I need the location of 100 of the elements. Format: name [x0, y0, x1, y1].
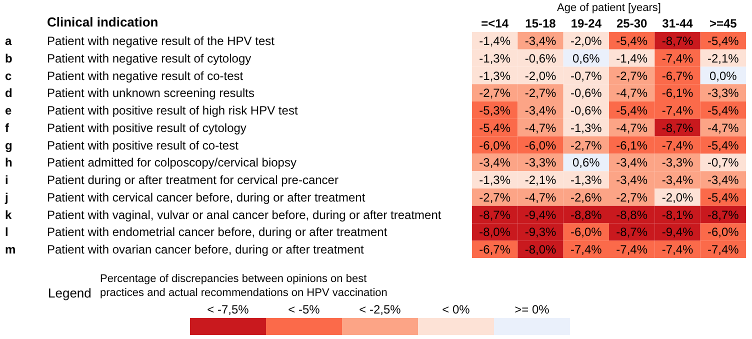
data-label: -3,4%	[524, 34, 556, 48]
data-label: -5,4%	[479, 120, 511, 135]
data-label: -0,7%	[707, 156, 740, 170]
y-tick-label: Patient with negative result of the HPV test	[47, 34, 276, 48]
data-label: -3,4%	[616, 156, 648, 170]
data-label: -5,4%	[707, 104, 740, 118]
data-label: -7,4%	[707, 242, 740, 257]
data-label: -7,4%	[662, 104, 694, 118]
data-label: -7,4%	[616, 242, 648, 257]
data-label: -2,7%	[479, 86, 511, 100]
y2-tick-label: a	[5, 34, 12, 48]
data-label: -2,7%	[524, 86, 556, 100]
y2-tick-label: k	[5, 208, 12, 222]
data-label: -7,4%	[662, 51, 694, 66]
data-label: -1,4%	[479, 34, 511, 48]
data-label: -2,6%	[570, 190, 602, 204]
data-label: -8,1%	[662, 208, 694, 222]
data-label: -3,3%	[524, 156, 556, 170]
data-label: -8,0%	[479, 225, 511, 240]
y2-tick-label: c	[5, 68, 12, 83]
y-tick-label: Patient during or after treatment for cervical pre-cancer	[47, 173, 338, 188]
legend-title: Legend	[48, 286, 92, 301]
data-label: -6,0%	[707, 225, 740, 240]
data-label: -3,3%	[707, 86, 740, 100]
data-label: -6,1%	[616, 138, 648, 152]
data-label: -3,4%	[707, 173, 740, 188]
color-bar-label: < -7,5%	[207, 302, 250, 316]
y2-tick-label: f	[5, 120, 10, 135]
data-label: -2,7%	[570, 138, 602, 152]
y-tick-label: Patient with cervical cancer before, during or after treatment	[47, 190, 366, 204]
data-label: -8,7%	[616, 225, 648, 240]
data-label: -2,0%	[524, 68, 556, 83]
data-label: -4,7%	[616, 120, 648, 135]
color-bar-label: < -2,5%	[359, 302, 402, 316]
y-tick-label: Patient with positive result of co-test	[47, 138, 240, 152]
data-label: -5,4%	[707, 138, 740, 152]
y2-tick-label: l	[5, 225, 8, 240]
data-label: -0,6%	[570, 104, 602, 118]
y-axis-title: Clinical indication	[47, 14, 158, 30]
y2-tick-label: i	[5, 173, 8, 188]
x-tick-label: =<14	[481, 16, 509, 30]
y2-tick-label: d	[5, 86, 12, 100]
y2-tick-label: b	[5, 51, 12, 66]
data-label: -2,1%	[524, 173, 556, 188]
data-label: -5,3%	[479, 104, 511, 118]
data-label: -2,0%	[570, 34, 602, 48]
data-label: -1,4%	[616, 51, 648, 66]
data-label: -7,4%	[662, 138, 694, 152]
data-label: -7,4%	[570, 242, 602, 257]
y2-tick-label: j	[4, 190, 8, 204]
y-tick-label: Patient with vaginal, vulvar or anal cancer before, during or after treatment	[47, 208, 442, 222]
data-label: -3,4%	[524, 104, 556, 118]
data-label: -3,4%	[616, 173, 648, 188]
data-label: -4,7%	[524, 120, 556, 135]
data-label: -0,7%	[570, 68, 602, 83]
y-tick-label: Patient with positive result of high risk HPV test	[47, 104, 298, 118]
y-tick-label: Patient with ovarian cancer before, during or after treatment	[47, 242, 364, 257]
x-axis-title: Age of patient [years]	[557, 2, 661, 14]
data-label: -1,3%	[479, 68, 511, 83]
x-tick-label: 31-44	[662, 16, 694, 30]
x-tick-label: 25-30	[616, 16, 648, 30]
y2-tick-label: g	[5, 138, 12, 152]
data-label: -2,7%	[616, 68, 648, 83]
data-label: -9,4%	[662, 225, 694, 240]
color-bar-label: < 0%	[442, 302, 470, 316]
data-label: -2,1%	[707, 51, 740, 66]
y2-tick-label: h	[5, 156, 12, 170]
data-label: -8,0%	[524, 242, 556, 257]
y-tick-label: Patient with unknown screening results	[47, 86, 254, 100]
data-label: -9,3%	[524, 225, 556, 240]
data-label: -5,4%	[616, 34, 648, 48]
data-label: -8,7%	[662, 120, 694, 135]
color-bar-label: >= 0%	[514, 302, 550, 316]
y-tick-label: Patient with positive result of cytology	[47, 120, 246, 135]
data-label: -5,4%	[616, 104, 648, 118]
data-label: -2,0%	[662, 190, 694, 204]
data-label: -9,4%	[524, 208, 556, 222]
y2-tick-label: e	[5, 104, 12, 118]
data-label: -5,4%	[707, 34, 740, 48]
data-label: -2,7%	[479, 190, 511, 204]
data-label: -6,0%	[524, 138, 556, 152]
data-label: -6,1%	[662, 86, 694, 100]
data-label: -0,6%	[570, 86, 602, 100]
data-label: -6,0%	[570, 225, 602, 240]
y-tick-label: Patient with endometrial cancer before, during or after treatment	[47, 225, 388, 240]
data-label: -5,4%	[707, 190, 740, 204]
data-label: -1,3%	[570, 120, 602, 135]
data-label: -6,7%	[479, 242, 511, 257]
data-label: -6,7%	[662, 68, 694, 83]
x-tick-label: 15-18	[525, 16, 556, 30]
data-label: -8,8%	[570, 208, 602, 222]
color-bar-label: < -5%	[288, 302, 320, 316]
data-label: -4,7%	[616, 86, 648, 100]
data-label: 0,6%	[572, 51, 600, 66]
data-label: -6,0%	[479, 138, 511, 152]
color-bar-title: Percentage of discrepancies between opinions on best practices and actual recommendations on HPV vaccination	[100, 273, 388, 300]
data-label: -8,7%	[707, 208, 740, 222]
data-label: 0,6%	[572, 156, 600, 170]
data-label: -4,7%	[524, 190, 556, 204]
data-label: -0,6%	[524, 51, 556, 66]
